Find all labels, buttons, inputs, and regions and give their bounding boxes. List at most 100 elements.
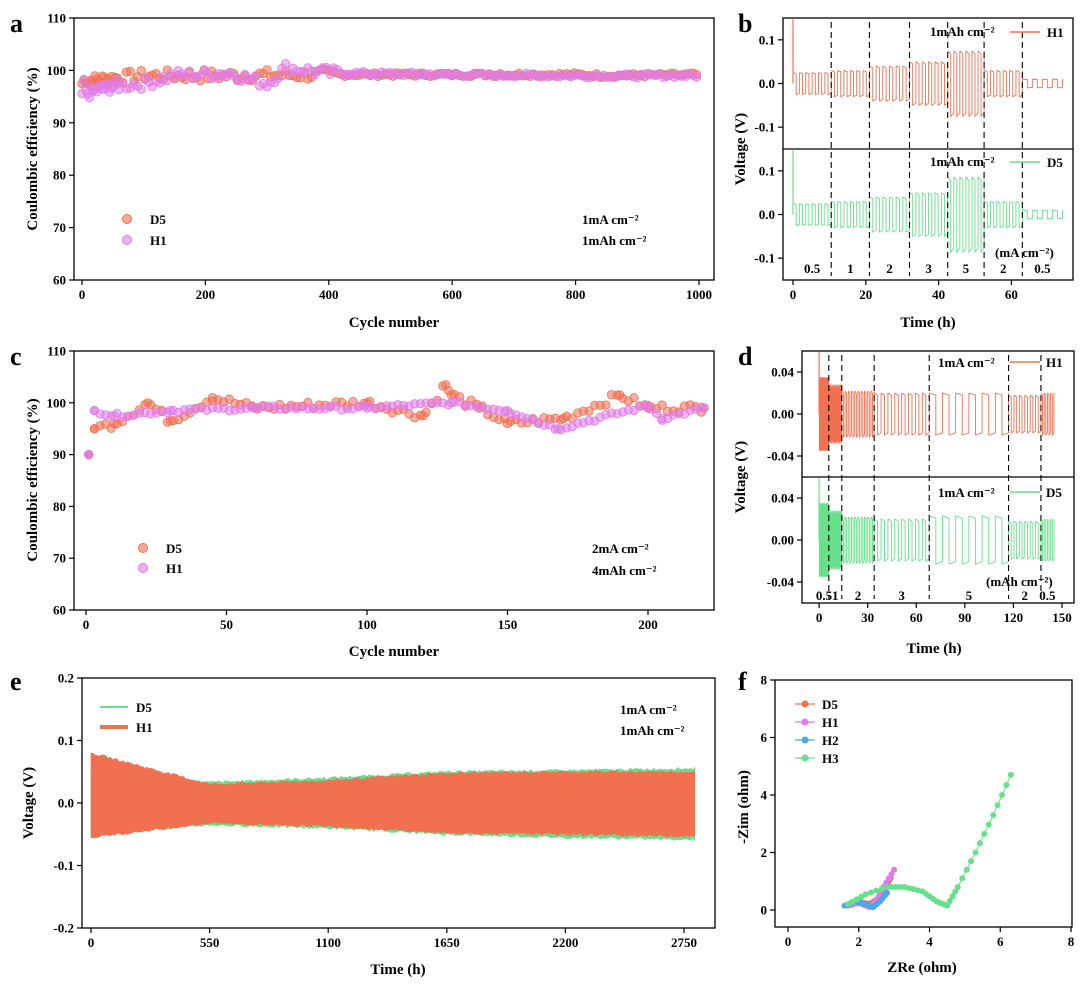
panel-c-series-h1 <box>84 397 709 460</box>
voltage-trace-h1 <box>818 377 1055 451</box>
y-tick-label: 0 <box>761 903 768 918</box>
panel-a: 0 200 400 600 800 1000 60 70 80 90 100 110 Cycle nu… <box>25 11 715 331</box>
panel-a-legend-h1: H1 <box>150 233 167 248</box>
x-tick-label: 550 <box>200 935 220 950</box>
panel-b-d5-annotation: 1mAh cm⁻² <box>930 154 995 169</box>
y-tick-label: 4 <box>761 788 768 803</box>
panel-c-keypoint-h1 <box>643 400 653 410</box>
y-tick-label: -0.1 <box>53 858 74 873</box>
panel-e-xlabel: Time (h) <box>370 962 425 978</box>
panel-f-ticks: 0 2 4 6 8 0 2 4 6 8 <box>761 673 1075 950</box>
rate-label: 2 <box>886 261 893 276</box>
x-tick-label: 20 <box>859 287 872 302</box>
panel-f-point-h3 <box>892 884 899 890</box>
y-tick-label: 70 <box>53 220 66 235</box>
x-tick-label: 6 <box>997 934 1004 949</box>
x-tick-label: 4 <box>926 934 933 949</box>
y-tick-label: 0.1 <box>58 733 74 748</box>
panel-a-point-h1 <box>691 72 702 82</box>
panel-c-point-d5 <box>584 406 594 416</box>
panel-c-point-d5 <box>629 393 639 403</box>
panel-c-data <box>84 380 709 460</box>
y-tick-label: 0.1 <box>759 163 775 178</box>
panel-f-point-h1 <box>888 871 895 878</box>
panel-f-line-h3 <box>847 774 1012 907</box>
x-tick-label: 2200 <box>552 935 578 950</box>
panel-a-annotation-capacity: 1mAh cm⁻² <box>582 233 647 248</box>
panel-c-legend-h1-marker <box>138 563 148 573</box>
panel-c-keypoint-h1 <box>446 398 456 408</box>
panel-a-annotation-current: 1mA cm⁻² <box>582 212 639 227</box>
panel-c-keypoint-d5 <box>441 380 451 390</box>
panel-f-data <box>841 771 1014 911</box>
rate-label: 1 <box>832 588 839 603</box>
panel-c-frame <box>73 350 715 611</box>
panel-f-point-h3 <box>959 875 966 882</box>
panel-e-band-h1 <box>90 752 696 839</box>
x-tick-label: 0 <box>785 934 792 949</box>
panel-f-point-h3 <box>976 840 983 847</box>
panel-e-ylabel: Voltage (V) <box>21 767 37 839</box>
panel-label-a: a <box>10 9 23 38</box>
panel-f-point-h3 <box>968 858 975 865</box>
x-tick-label: 50 <box>220 617 233 632</box>
y-tick-label: 70 <box>53 551 66 566</box>
panel-f-point-h3 <box>873 887 880 894</box>
panel-f-point-h3 <box>853 896 860 903</box>
y-tick-label: 0.2 <box>58 671 74 686</box>
panel-a-point-h1 <box>169 73 180 83</box>
x-tick-label: 200 <box>196 287 216 302</box>
panel-e-legend-d5: D5 <box>136 700 152 715</box>
panel-c-keypoint-d5 <box>502 418 513 429</box>
y-tick-label: 0.0 <box>58 796 74 811</box>
panel-f-legend-label: H3 <box>822 751 839 766</box>
panel-a-frame <box>73 17 715 281</box>
panel-f-legend-label: H2 <box>822 733 839 748</box>
y-tick-label: 60 <box>53 273 66 288</box>
panel-label-f: f <box>738 667 747 696</box>
y-tick-label: 0.04 <box>771 491 794 506</box>
rate-label: 1 <box>847 261 854 276</box>
panel-c-point-d5 <box>657 400 667 410</box>
voltage-trace-h1 <box>792 50 1063 118</box>
panel-a-point-h1 <box>184 66 194 76</box>
rate-label: 2 <box>1000 261 1007 276</box>
panel-c-keypoint-h1 <box>657 413 667 423</box>
panel-b-rate-labels: 0.5 1 2 3 5 2 0.5 <box>804 261 1051 276</box>
panel-c-keypoint-h1 <box>362 403 372 413</box>
panel-c-ylabel: Coulombic efficiency (%) <box>25 398 41 561</box>
x-tick-label: 400 <box>319 287 339 302</box>
panel-c-keypoint-h1 <box>699 403 709 413</box>
panel-f-legend-marker <box>801 754 809 762</box>
y-tick-label: 0.0 <box>759 207 775 222</box>
panel-f-point-h3 <box>999 792 1006 798</box>
panel-d-d5-legend: D5 <box>1046 485 1062 500</box>
x-tick-label: 40 <box>932 287 945 302</box>
panel-d-d5-annotation: 1mA cm⁻² <box>938 485 995 500</box>
x-tick-label: 800 <box>566 287 586 302</box>
y-tick-label: -0.1 <box>754 251 775 266</box>
panel-e-annotation-capacity: 1mAh cm⁻² <box>620 723 685 738</box>
panel-c-ticks: 0 50 100 150 200 60 70 80 90 100 110 <box>47 344 658 633</box>
y-tick-label: 90 <box>53 115 66 130</box>
panel-c-keypoint-h1 <box>84 449 94 460</box>
panel-f-point-h3 <box>884 884 891 890</box>
panel-f-point-h3 <box>868 889 875 896</box>
y-tick-label: -0.2 <box>53 921 74 936</box>
panel-a-legend-h1-marker <box>122 235 132 245</box>
panel-b-xlabel: Time (h) <box>900 315 955 331</box>
panel-a-point-h1 <box>136 84 146 94</box>
rate-label: 0.5 <box>1034 261 1051 276</box>
panel-a-point-h1 <box>79 75 89 85</box>
x-tick-label: 1100 <box>316 935 341 950</box>
panel-a-point-d5 <box>136 65 146 76</box>
panel-d-ticks: 0 30 60 90 120 150 -0.04 0.00 0.04 -0.04 0.00 0.04 <box>767 365 1072 626</box>
panel-d-xlabel: Time (h) <box>906 641 961 657</box>
rate-label: 5 <box>966 588 973 603</box>
rate-label: 5 <box>963 261 970 276</box>
y-tick-label: 0.00 <box>771 533 794 548</box>
rate-label: 0.5 <box>804 261 821 276</box>
panel-b: 0 20 40 60 -0.1 0.0 0.1 -0.1 0.0 0.1 Time (h) Vol… <box>733 17 1074 331</box>
panel-f-ylabel: -Zim (ohm) <box>736 770 752 844</box>
panel-f-point-h3 <box>981 830 988 837</box>
